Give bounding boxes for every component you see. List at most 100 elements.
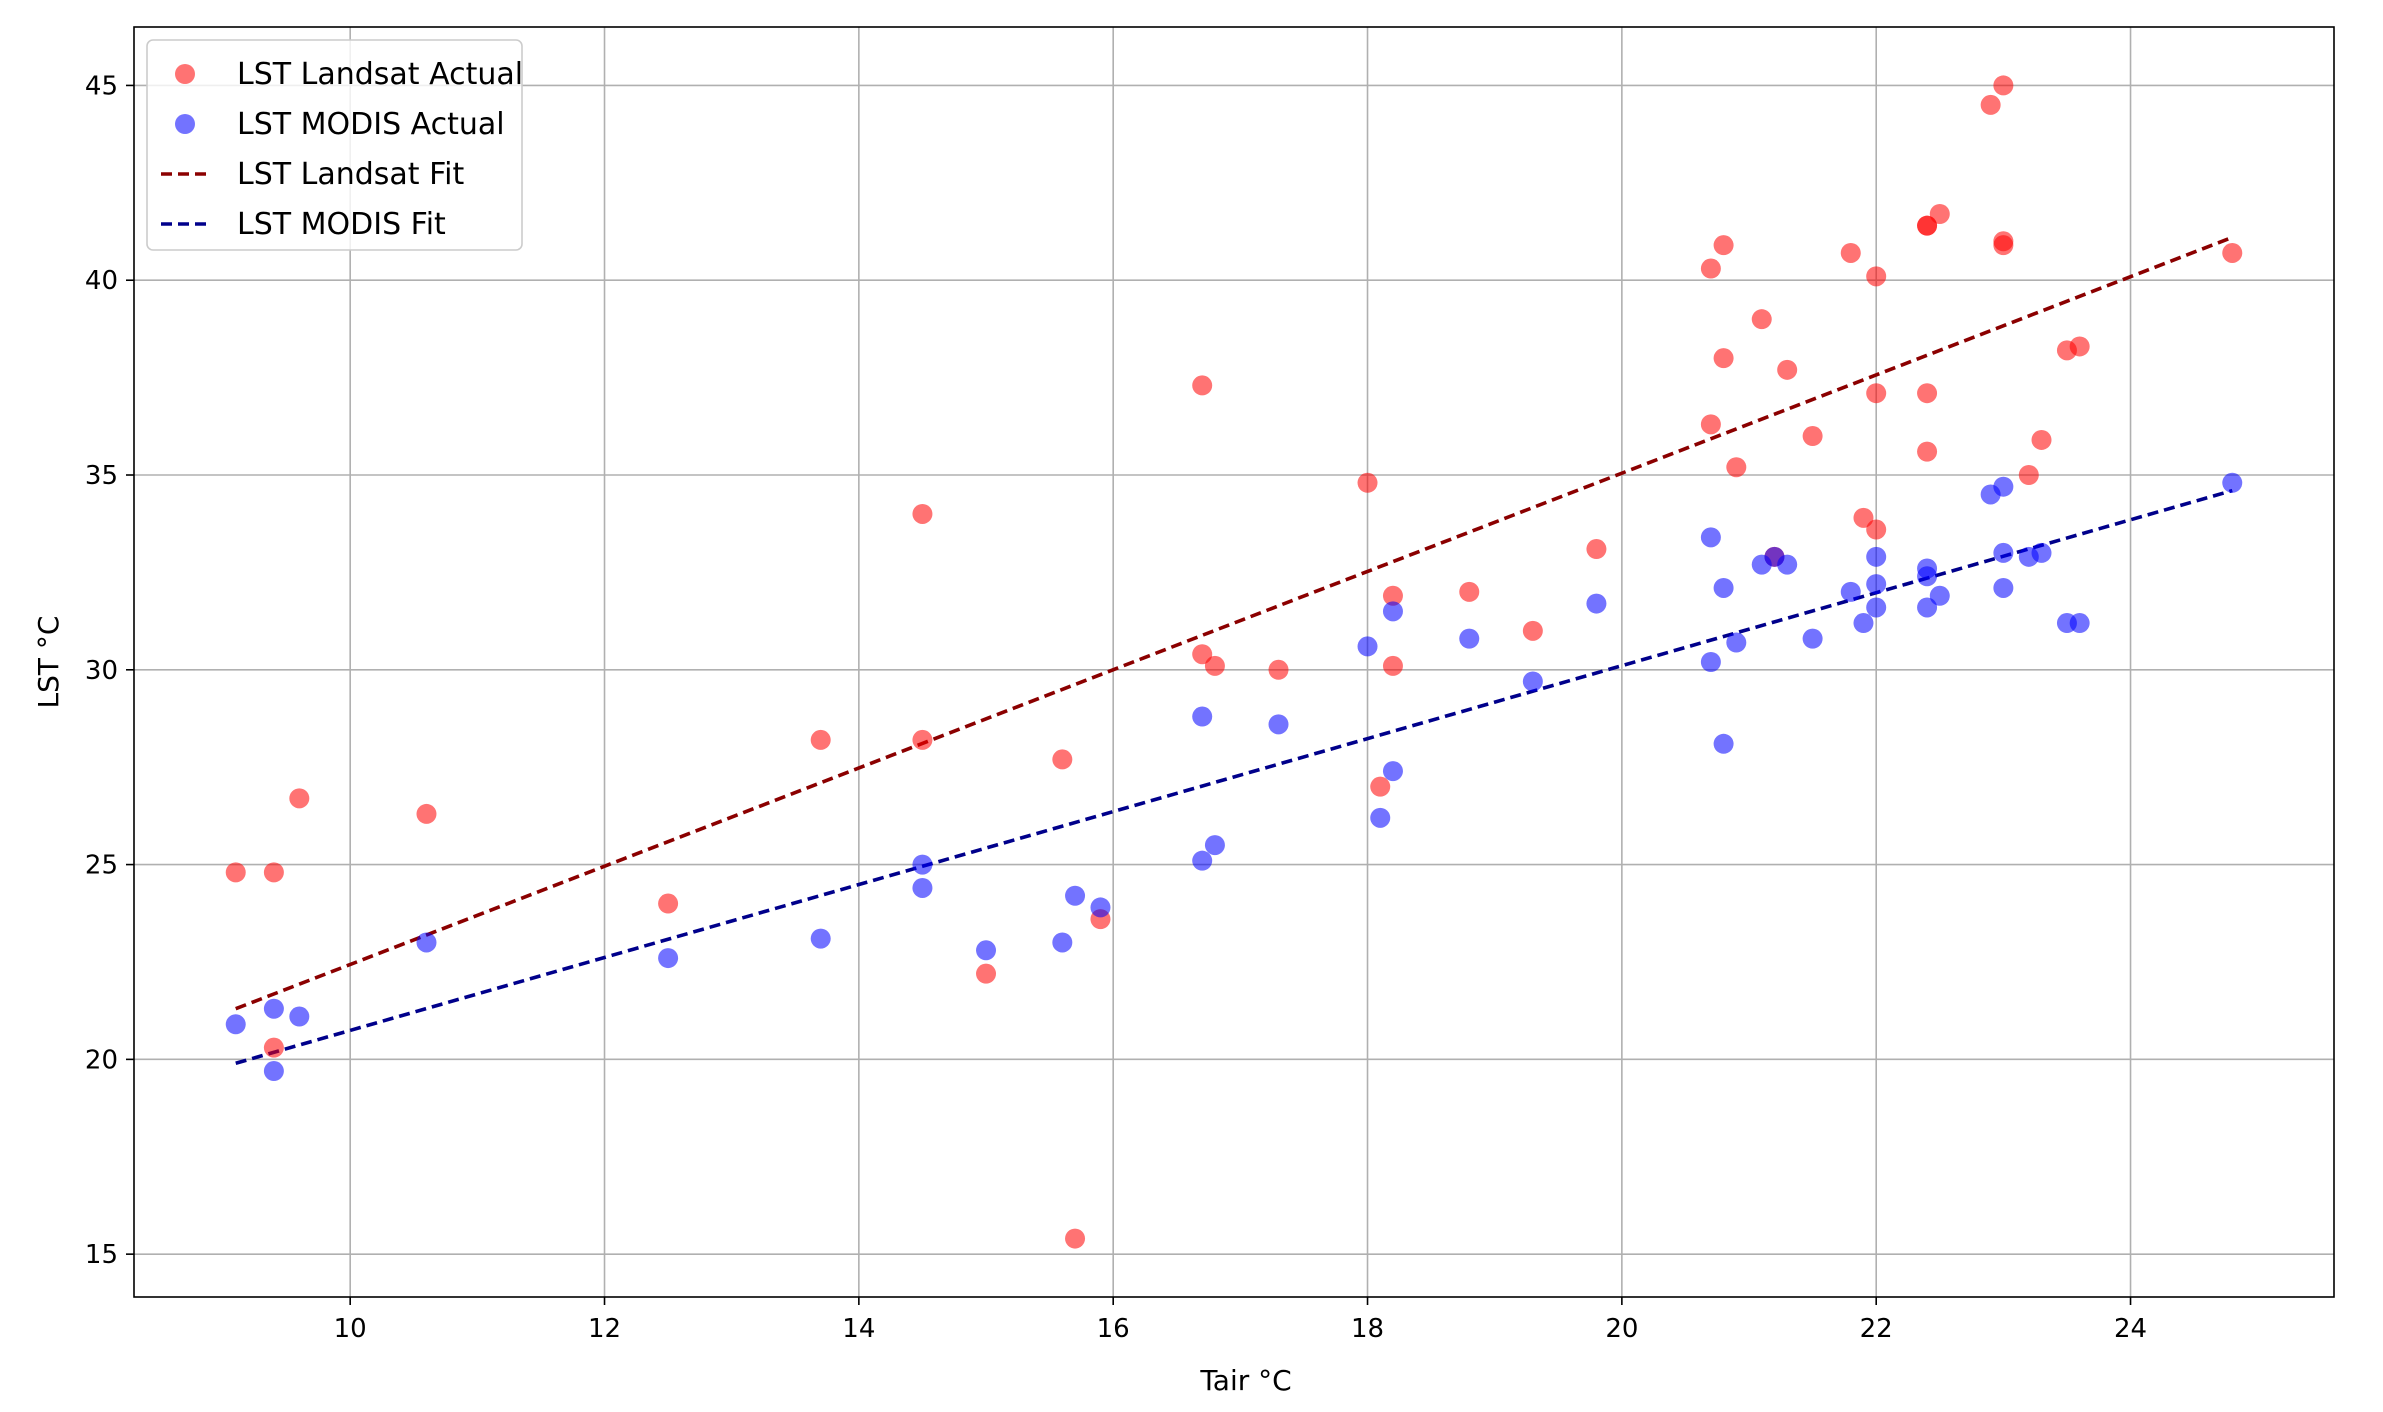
data-point-0 — [2018, 465, 2039, 486]
data-point-1 — [912, 877, 933, 898]
y-axis-ticks: 15 20 25 30 35 40 45 — [85, 71, 134, 1270]
data-point-0 — [1840, 242, 1861, 263]
data-point-0 — [1853, 507, 1874, 528]
legend-label: LST Landsat Actual — [237, 57, 523, 92]
data-point-0 — [1866, 383, 1887, 404]
data-point-1 — [1382, 601, 1403, 622]
data-point-0 — [1382, 585, 1403, 606]
y-tick-label: 30 — [85, 656, 118, 686]
data-point-0 — [1993, 75, 2014, 96]
data-point-1 — [1993, 476, 2014, 497]
data-point-0 — [1370, 776, 1391, 797]
data-point-1 — [1917, 566, 1938, 587]
data-point-1 — [1192, 850, 1213, 871]
data-point-0 — [1522, 620, 1543, 641]
data-point-1 — [1840, 581, 1861, 602]
data-point-0 — [2031, 429, 2052, 450]
data-point-1 — [1357, 636, 1378, 657]
legend-marker-swatch — [175, 64, 195, 84]
y-tick-label: 15 — [85, 1240, 118, 1270]
data-point-1 — [976, 940, 997, 961]
y-tick-label: 40 — [85, 266, 118, 296]
data-point-1 — [416, 932, 437, 953]
data-point-1 — [2031, 542, 2052, 563]
x-axis-ticks: 10 12 14 16 18 20 22 24 — [334, 1297, 2147, 1344]
grid-lines — [134, 27, 2334, 1297]
data-point-1 — [1382, 761, 1403, 782]
data-point-1 — [1929, 585, 1950, 606]
data-point-1 — [1090, 897, 1111, 918]
data-point-0 — [1586, 539, 1607, 560]
legend-label: LST MODIS Actual — [237, 107, 505, 142]
data-point-0 — [263, 862, 284, 883]
data-point-0 — [1192, 375, 1213, 396]
data-point-0 — [225, 862, 246, 883]
data-point-1 — [1204, 835, 1225, 856]
data-point-0 — [1929, 203, 1950, 224]
data-point-0 — [912, 729, 933, 750]
data-point-0 — [1382, 655, 1403, 676]
data-point-1 — [1853, 613, 1874, 634]
data-point-0 — [1751, 309, 1772, 330]
x-tick-label: 12 — [588, 1314, 621, 1344]
data-point-1 — [658, 948, 679, 969]
legend-label: LST Landsat Fit — [237, 157, 464, 192]
data-point-1 — [1268, 714, 1289, 735]
data-point-1 — [1700, 652, 1721, 672]
data-point-1 — [1713, 577, 1734, 598]
data-point-0 — [1357, 472, 1378, 493]
data-point-0 — [912, 503, 933, 524]
data-point-0 — [1052, 749, 1073, 770]
data-point-1 — [1713, 733, 1734, 754]
data-point-1 — [1802, 628, 1823, 649]
data-point-1 — [263, 1061, 284, 1082]
data-point-0 — [1268, 659, 1289, 680]
data-point-1 — [1370, 807, 1391, 828]
data-point-0 — [1459, 581, 1480, 602]
x-tick-label: 14 — [842, 1314, 875, 1344]
data-point-0 — [658, 893, 679, 914]
data-point-1 — [1522, 671, 1543, 692]
data-point-0 — [810, 729, 831, 750]
data-point-0 — [1713, 235, 1734, 256]
legend-marker-swatch — [175, 114, 195, 134]
fit-lines — [235, 235, 2233, 1065]
x-axis-label: Tair °C — [1199, 1364, 1291, 1397]
data-point-0 — [416, 803, 437, 824]
data-point-1 — [1192, 706, 1213, 727]
data-point-1 — [1993, 577, 2014, 598]
legend: LST Landsat Actual LST MODIS Actual LST La… — [146, 39, 523, 251]
legend-box — [146, 39, 523, 251]
y-tick-label: 45 — [85, 71, 118, 101]
data-point-0 — [1917, 383, 1938, 404]
data-point-1 — [1586, 593, 1607, 614]
data-point-1 — [225, 1014, 246, 1035]
data-point-1 — [1866, 546, 1887, 567]
x-tick-label: 22 — [1860, 1314, 1893, 1344]
fit-line-3 — [235, 488, 2233, 1065]
data-point-0 — [1802, 426, 1823, 447]
data-point-0 — [1777, 359, 1798, 380]
data-point-1 — [2069, 613, 2090, 634]
data-point-0 — [289, 788, 310, 809]
legend-label: LST MODIS Fit — [237, 207, 446, 242]
data-point-1 — [912, 854, 933, 875]
data-points — [225, 75, 2243, 1249]
data-point-0 — [2069, 336, 2090, 357]
data-point-1 — [810, 928, 831, 949]
data-point-1 — [1866, 574, 1887, 595]
data-point-0 — [1065, 1228, 1086, 1249]
data-point-1 — [1866, 597, 1887, 618]
x-tick-label: 10 — [334, 1314, 367, 1344]
y-tick-label: 35 — [85, 461, 118, 491]
data-point-0 — [263, 1037, 284, 1058]
data-point-1 — [263, 998, 284, 1019]
data-point-0 — [1204, 655, 1225, 676]
data-point-0 — [1917, 441, 1938, 462]
data-point-1 — [1459, 628, 1480, 649]
plot-frame — [133, 26, 2335, 1298]
x-tick-label: 16 — [1097, 1314, 1130, 1344]
data-point-0 — [2222, 242, 2243, 263]
x-tick-label: 20 — [1605, 1314, 1638, 1344]
